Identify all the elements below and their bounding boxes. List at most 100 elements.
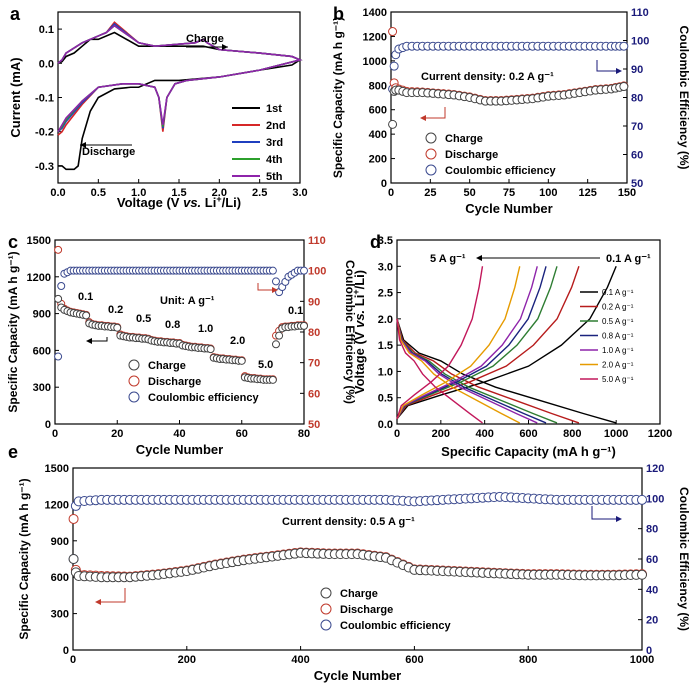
panel-e-legend-label: Charge	[340, 588, 378, 600]
panel-c-ytick-right-label: 110	[308, 235, 326, 247]
panel-d-charge-curve	[396, 266, 521, 420]
panel-b-ce-arrow	[596, 60, 620, 72]
panel-a-legend-label: 5th	[266, 171, 283, 183]
panel-d-discharge-curve	[396, 318, 521, 424]
panel-b-xtick-label: 150	[618, 187, 636, 199]
panel-c-charge-point	[271, 340, 280, 349]
panel-b-discharge-point	[388, 27, 398, 37]
panel-c-legend-marker	[128, 391, 140, 403]
panel-c-legend-label: Charge	[148, 360, 186, 372]
panel-e-ce-point	[637, 494, 647, 505]
panel-a-series-1st	[57, 31, 302, 171]
panel-c-ytick-right-label: 50	[308, 419, 320, 431]
panel-d-charge-curve	[396, 266, 617, 420]
panel-c-ytick-right-label: 100	[308, 266, 326, 278]
panel-c-ce-point	[268, 266, 277, 275]
panel-b-cap-arrowhead	[420, 115, 426, 121]
panel-e-legend-marker	[320, 603, 332, 615]
panel-e-legend-label: Discharge	[340, 604, 393, 616]
panel-c-unit-label: Unit: A g⁻¹	[160, 295, 215, 307]
panel-d-legend-label: 0.2 A g⁻¹	[602, 303, 634, 312]
panel-c-cap-arrow	[88, 337, 108, 342]
panel-c-rate-label: 0.5	[136, 313, 151, 325]
panel-d-arrow-left-label: 5 A g⁻¹	[430, 253, 466, 265]
panel-e-legend-marker	[320, 587, 332, 599]
panel-e-xtick-label: 400	[291, 654, 309, 666]
panel-c-ytick-label: 600	[33, 345, 51, 357]
panel-c-rate-label: 1.0	[198, 323, 213, 335]
panel-d-ylabel: Voltage (V vs. Li+/Li)	[351, 270, 367, 394]
panel-d-xtick-label: 800	[563, 428, 581, 440]
panel-c-xtick-label: 20	[111, 428, 123, 440]
panel-c-rate-label: 2.0	[230, 335, 245, 347]
panel-c-ce-point	[54, 352, 63, 361]
panel-e-xtick-label: 200	[178, 654, 196, 666]
panel-b-ytick-label: 1400	[363, 7, 387, 19]
panel-d-discharge-curve	[396, 318, 483, 424]
panel-b-ytick-right-label: 90	[631, 64, 643, 76]
panel-b-xtick-label: 100	[539, 187, 557, 199]
panel-a-legend-label: 3rd	[266, 137, 283, 149]
panel-c-xtick-label: 80	[298, 428, 310, 440]
panel-b-ytick-label: 400	[369, 129, 387, 141]
panel-b-legend-marker	[425, 148, 437, 160]
panel-e-ytick-right-label: 80	[646, 524, 658, 536]
panel-c-ytick-right-label: 70	[308, 358, 320, 370]
panel-c-ytick-right-label: 90	[308, 296, 320, 308]
panel-b-ytick-label: 200	[369, 154, 387, 166]
panel-c-ytick-right-label: 80	[308, 327, 320, 339]
panel-d-legend-label: 2.0 A g⁻¹	[602, 361, 634, 370]
panel-d-ytick-label: 2.5	[378, 288, 393, 300]
panel-a-ytick-label: 0.1	[39, 24, 54, 36]
panel-e-charge-point	[637, 569, 647, 580]
panel-c-charge-point	[300, 321, 308, 330]
panel-e-legend-marker	[320, 619, 332, 631]
panel-d-legend-label: 0.5 A g⁻¹	[602, 317, 634, 326]
panel-b-legend-marker	[425, 132, 437, 144]
panel-d-xlabel: Specific Capacity (mA h g⁻¹)	[441, 444, 616, 459]
panel-e-xtick-label: 0	[70, 654, 76, 666]
panel-e-ylabel: Specific Capacity (mA h g⁻¹)	[17, 478, 31, 639]
panel-b-ce-point	[389, 61, 399, 71]
panel-e-ytick-right-label: 40	[646, 584, 658, 596]
panel-e-ytick-label: 600	[51, 572, 69, 584]
panel-a-xtick-label: 2.0	[212, 187, 227, 199]
panel-c-ylabel-right: Coulombic Efficiency (%)	[343, 260, 357, 404]
panel-b-annotation: Current density: 0.2 A g⁻¹	[421, 71, 554, 83]
panel-d-ytick-label: 0.0	[378, 419, 393, 431]
panel-a-legend-label: 2nd	[266, 120, 286, 132]
panel-e-ytick-label: 1500	[45, 463, 69, 475]
panel-a-ytick-label: -0.2	[35, 127, 54, 139]
panel-e-ytick-right-label: 20	[646, 615, 658, 627]
panel-e-label: e	[8, 442, 18, 462]
panel-b-ytick-right-label: 80	[631, 93, 643, 105]
panel-e-xtick-label: 600	[405, 654, 423, 666]
panel-a-series-4th	[57, 24, 303, 133]
panel-a-xtick-label: 0.5	[91, 187, 106, 199]
panel-b-xtick-label: 50	[464, 187, 476, 199]
panel-d-label: d	[370, 232, 381, 252]
panel-c-xtick-label: 0	[52, 428, 58, 440]
panel-b-charge-point	[388, 119, 398, 129]
panel-e-ytick-label: 0	[63, 645, 69, 657]
panel-c-rate-label: 0.1	[288, 305, 303, 317]
panel-b-ce-arrowhead	[616, 68, 622, 74]
panel-c-rate-label: 0.8	[165, 319, 180, 331]
panel-c-ytick-label: 1200	[27, 272, 51, 284]
panel-c-legend-marker	[128, 359, 140, 371]
panel-b-ytick-label: 1200	[363, 31, 387, 43]
panel-c-ytick-label: 1500	[27, 235, 51, 247]
panel-c-ylabel: Specific Capacity (mA h g⁻¹)	[6, 251, 20, 412]
panel-c-xtick-label: 40	[173, 428, 185, 440]
panel-d-charge-curve	[396, 266, 538, 420]
panel-a-xtick-label: 0.0	[50, 187, 65, 199]
panel-e-ytick-label: 300	[51, 609, 69, 621]
panel-d-discharge-curve	[396, 318, 580, 424]
panel-a-xtick-label: 2.5	[252, 187, 267, 199]
panel-d-legend-label: 5.0 A g⁻¹	[602, 375, 634, 384]
panel-a-xtick-label: 3.0	[292, 187, 307, 199]
panel-b-xtick-label: 25	[424, 187, 436, 199]
panel-a-xtick-label: 1.0	[131, 187, 146, 199]
panel-e-legend-label: Coulombic efficiency	[340, 620, 452, 632]
panel-d-legend-label: 0.8 A g⁻¹	[602, 332, 634, 341]
